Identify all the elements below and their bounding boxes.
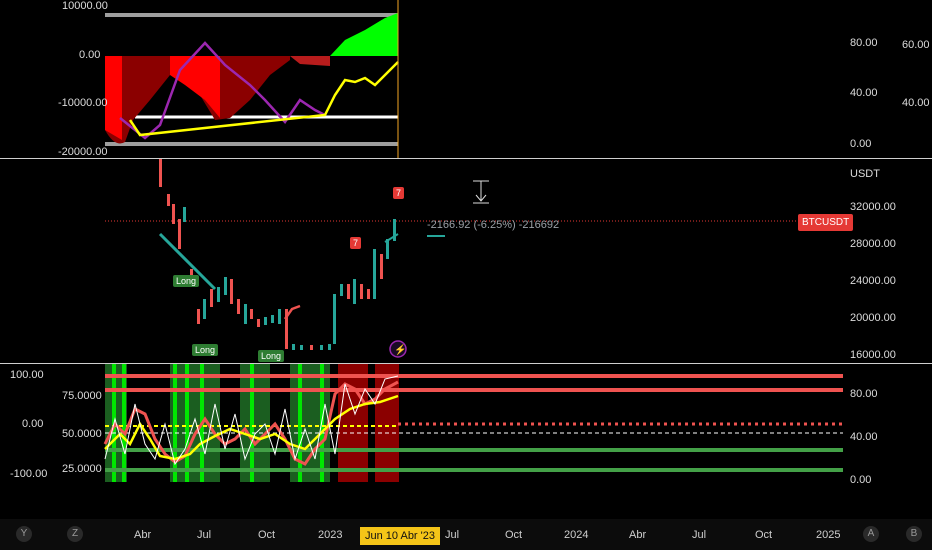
signal-count-tag: 7 <box>350 237 362 249</box>
long-signal-tag: Long <box>258 350 285 362</box>
top-left-axis-3: -10000.00 <box>58 97 108 109</box>
time-label: 2023 <box>318 529 343 541</box>
osc-left-axis-a-3: -100.00 <box>10 468 48 480</box>
time-label: Abr <box>629 529 647 541</box>
top-right-axis-a-2: 40.00 <box>850 87 878 99</box>
top-right-axis-a-1: 80.00 <box>850 37 878 49</box>
time-label: Oct <box>505 529 523 541</box>
time-axis[interactable]: Y Z Abr Jul Oct 2023 Jun 10 Abr '23 Jul … <box>0 519 932 550</box>
pane-separator-1[interactable] <box>0 158 932 159</box>
price-plot: ⚡ <box>105 159 840 358</box>
ticker-price-badge[interactable]: BTCUSDT <box>798 214 854 231</box>
osc-left-axis-a-1: 100.00 <box>10 369 44 381</box>
top-right-axis-b-2: 40.00 <box>902 97 930 109</box>
time-label: Jul <box>692 529 707 541</box>
measure-cursor-icon <box>473 180 489 204</box>
axis-button-b[interactable]: B <box>906 526 922 542</box>
axis-button-a[interactable]: A <box>863 526 879 542</box>
top-left-axis-4: -20000.00 <box>58 146 108 158</box>
osc-left-axis-a-2: 0.00 <box>22 418 44 430</box>
long-signal-tag: Long <box>192 344 219 356</box>
oscillator-pane[interactable]: 100.00 0.00 -100.00 75.0000 50.0000 25.0… <box>0 364 932 486</box>
svg-text:⚡: ⚡ <box>394 343 406 356</box>
top-left-axis-1: 10000.00 <box>62 0 108 12</box>
time-label: 2025 <box>816 529 841 541</box>
price-axis-1: 32000.00 <box>850 201 896 213</box>
price-axis-4: 20000.00 <box>850 312 896 324</box>
oscillator-plot <box>103 364 843 482</box>
long-signal-tag: Long <box>173 275 200 287</box>
axis-button-z[interactable]: Z <box>67 526 83 542</box>
osc-right-axis-1: 80.00 <box>850 388 878 400</box>
time-label: Abr <box>134 529 152 541</box>
time-label: Oct <box>755 529 773 541</box>
time-label: Jul <box>197 529 212 541</box>
time-label: Oct <box>258 529 276 541</box>
osc-left-axis-b-3: 25.0000 <box>62 463 102 475</box>
price-axis-2: 28000.00 <box>850 238 896 250</box>
top-indicator-pane[interactable]: 10000.00 0.00 -10000.00 -20000.00 80.00 … <box>0 0 932 519</box>
measure-readout: -2166.92 (-6.25%) -216692 <box>427 219 560 231</box>
cursor-date-label: Jun 10 Abr '23 <box>360 527 440 545</box>
price-pane[interactable]: ⚡ USDT 32000.00 28000.00 24000.00 20000.… <box>0 159 932 363</box>
pane-separator-2[interactable] <box>0 363 932 364</box>
osc-right-axis-2: 40.00 <box>850 431 878 443</box>
time-label: 2024 <box>564 529 589 541</box>
osc-left-axis-b-1: 75.0000 <box>62 390 102 402</box>
axis-button-y[interactable]: Y <box>16 526 32 542</box>
signal-count-tag: 7 <box>393 187 405 199</box>
price-currency-label: USDT <box>850 168 880 180</box>
top-left-axis-2: 0.00 <box>79 49 101 61</box>
top-right-axis-a-3: 0.00 <box>850 138 872 150</box>
price-axis-5: 16000.00 <box>850 349 896 361</box>
osc-left-axis-b-2: 50.0000 <box>62 428 102 440</box>
time-label: Jul <box>445 529 460 541</box>
price-axis-3: 24000.00 <box>850 275 896 287</box>
osc-right-axis-3: 0.00 <box>850 474 872 486</box>
top-right-axis-b-1: 60.00 <box>902 39 930 51</box>
top-indicator-plot <box>105 0 399 519</box>
